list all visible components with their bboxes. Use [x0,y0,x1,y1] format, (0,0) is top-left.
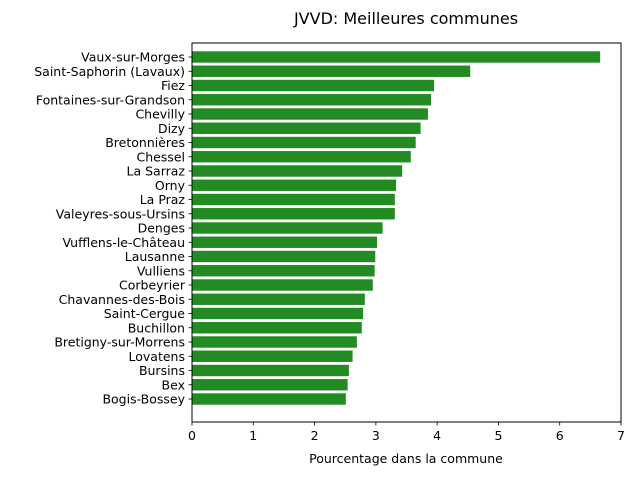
y-tick-label: Bursins [139,363,185,378]
bar [192,307,363,320]
bar [192,51,601,63]
bar [192,265,375,277]
bar [192,165,403,177]
y-tick-label: Orny [155,178,186,193]
y-tick-label: Bogis-Bossey [102,392,185,407]
y-tick-label: Saint-Saphorin (Lavaux) [34,64,185,79]
bar [192,193,395,206]
y-tick-label: Chevilly [135,107,185,122]
bar [192,279,373,291]
y-tick-label: Fontaines-sur-Grandson [36,92,185,107]
y-tick-label: Bretigny-sur-Morrens [54,335,185,350]
y-tick-label: Dizy [158,121,186,136]
y-tick-label: La Praz [140,192,186,207]
bar [192,151,411,163]
bar [192,136,416,149]
x-tick-label: 1 [249,428,257,443]
x-tick-label: 4 [433,428,441,443]
y-tick-label: Chavannes-des-Bois [59,292,185,307]
bar [192,379,348,391]
bar [192,336,357,348]
y-tick-label: La Sarraz [127,164,186,179]
y-tick-label: Lovatens [129,349,185,364]
bar [192,250,376,263]
bar [192,122,421,134]
y-tick-label: Buchillon [128,320,185,335]
y-tick-label: Valeyres-sous-Ursins [56,206,185,221]
plot-frame [191,42,622,423]
y-tick-label: Fiez [161,78,185,93]
x-tick-label: 3 [372,428,380,443]
y-tick-label: Bretonnières [105,135,185,150]
bar [192,293,365,305]
y-tick-label: Vulliens [137,263,185,278]
x-axis-label: Pourcentage dans la commune [309,451,503,466]
bar [192,222,383,234]
bar [192,208,395,220]
bar [192,393,346,405]
bar [192,94,432,106]
x-tick-label: 5 [494,428,502,443]
bar [192,322,362,334]
y-tick-label: Vaux-sur-Morges [81,50,185,65]
bar [192,364,349,377]
y-tick-label: Saint-Cergue [104,306,186,321]
bars-group [192,51,601,405]
y-tick-label: Chessel [136,149,185,164]
x-axis-ticks: 0 1 2 3 4 5 6 7 [188,422,625,443]
y-tick-label: Vufflens-le-Château [62,235,185,250]
bar [192,65,471,77]
bar [192,350,353,362]
chart-title: JVVD: Meilleures communes [293,9,518,28]
y-tick-label: Lausanne [125,249,186,264]
y-tick-label: Bex [162,377,185,392]
x-tick-label: 6 [556,428,564,443]
x-tick-label: 2 [311,428,319,443]
x-tick-label: 0 [188,428,196,443]
y-tick-label: Denges [138,221,185,236]
bar [192,179,397,191]
y-tick-label: Corbeyrier [119,278,186,293]
bar [192,236,378,248]
bar [192,79,435,92]
bar [192,108,428,120]
x-tick-label: 7 [617,428,625,443]
